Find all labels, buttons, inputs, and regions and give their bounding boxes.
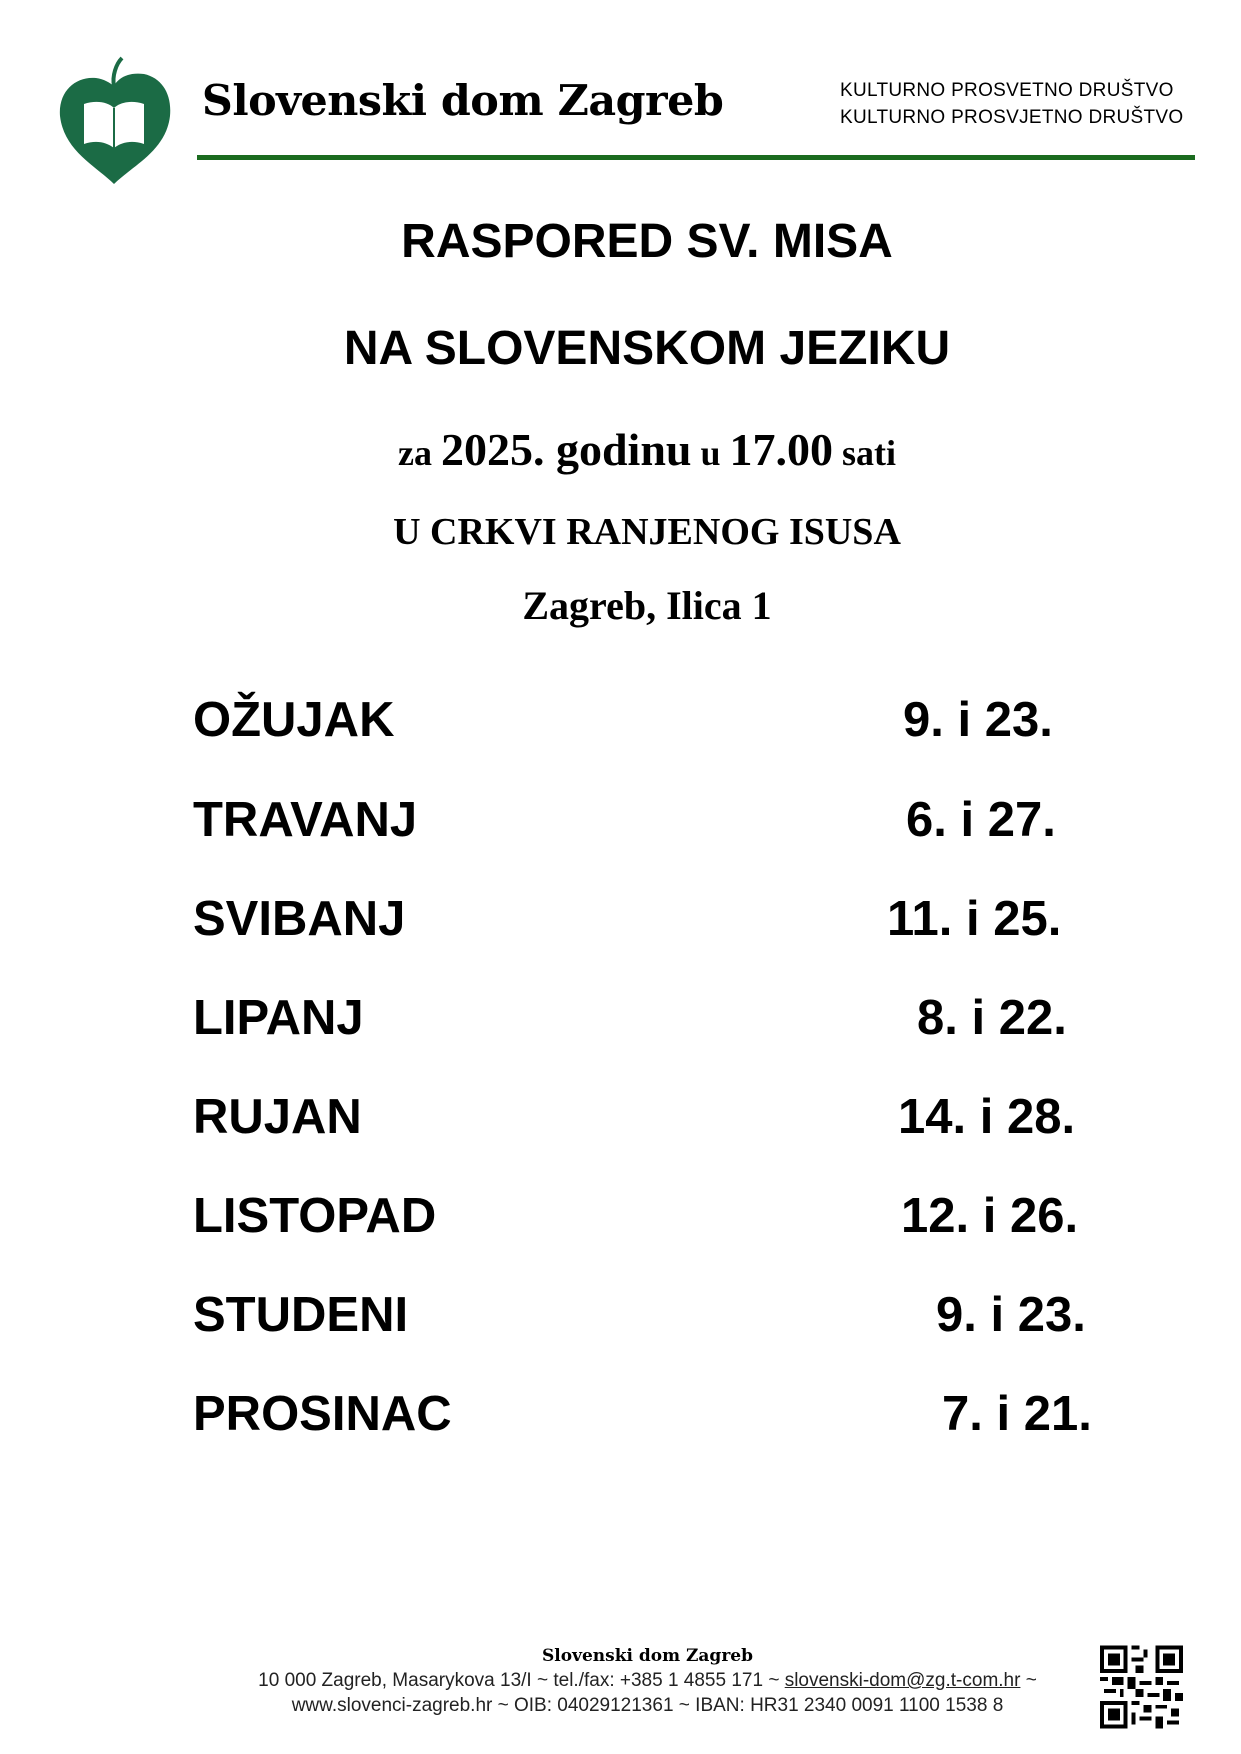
month-label: PROSINAC bbox=[193, 1387, 452, 1441]
month-label: TRAVANJ bbox=[193, 793, 418, 847]
org-subtitle-croatian: KULTURNO PROSVJETNO DRUŠTVO bbox=[840, 107, 1184, 128]
leaf-book-logo-icon bbox=[59, 56, 171, 184]
header-divider bbox=[197, 155, 1195, 160]
title-line-1: RASPORED SV. MISA bbox=[401, 215, 893, 268]
date-value: 9. i 23. bbox=[936, 1288, 1086, 1342]
org-subtitle-slovene: KULTURNO PROSVETNO DRUŠTVO bbox=[840, 80, 1174, 101]
title-line-2: NA SLOVENSKOM JEZIKU bbox=[343, 322, 951, 375]
brand-name: Slovenski dom Zagreb bbox=[201, 76, 724, 125]
qr-code-icon bbox=[1100, 1645, 1183, 1729]
date-value: 7. i 21. bbox=[942, 1387, 1092, 1441]
title-line-4: U CRKVI RANJENOG ISUSA bbox=[393, 511, 901, 553]
month-label: OŽUJAK bbox=[193, 693, 395, 747]
month-label: LIPANJ bbox=[193, 991, 364, 1045]
month-label: RUJAN bbox=[193, 1090, 362, 1144]
month-label: SVIBANJ bbox=[193, 892, 406, 946]
footer-address-line: 10 000 Zagreb, Masarykova 13/I ~ tel./fa… bbox=[258, 1670, 1037, 1691]
month-label: LISTOPAD bbox=[193, 1189, 437, 1243]
title-line-5: Zagreb, Ilica 1 bbox=[522, 583, 772, 628]
date-value: 8. i 22. bbox=[917, 991, 1067, 1045]
date-value: 6. i 27. bbox=[906, 793, 1056, 847]
footer-info-line: www.slovenci-zagreb.hr ~ OIB: 0402912136… bbox=[291, 1695, 1004, 1716]
date-value: 14. i 28. bbox=[898, 1090, 1076, 1144]
title-line-3: za 2025. godinu u 17.00 sati bbox=[397, 424, 897, 475]
date-value: 12. i 26. bbox=[901, 1189, 1079, 1243]
date-value: 11. i 25. bbox=[887, 892, 1062, 946]
footer-title: Slovenski dom Zagreb bbox=[542, 1646, 753, 1666]
month-label: STUDENI bbox=[193, 1288, 409, 1342]
date-value: 9. i 23. bbox=[903, 693, 1053, 747]
footer-email-link[interactable]: slovenski-dom@zg.t-com.hr bbox=[784, 1670, 1021, 1691]
